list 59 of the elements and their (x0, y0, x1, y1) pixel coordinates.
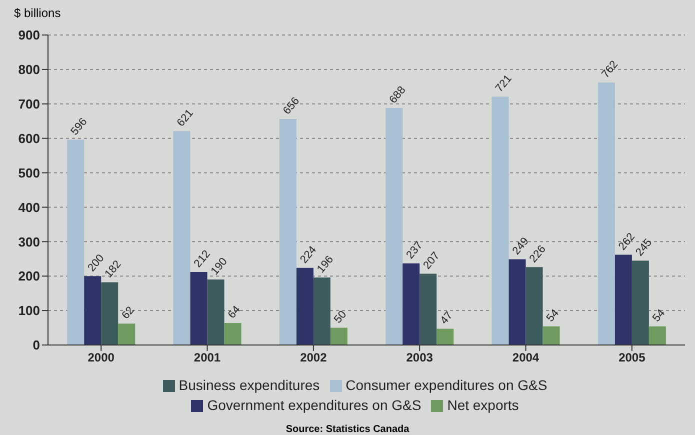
bar (508, 259, 526, 345)
bar (67, 140, 84, 345)
data-label: 621 (174, 107, 196, 130)
x-tick-label: 2005 (618, 350, 646, 365)
bar (279, 119, 296, 345)
x-tick-label: 2002 (300, 350, 328, 365)
data-label: 762 (600, 58, 621, 80)
bar (330, 328, 348, 345)
bar (84, 276, 102, 345)
y-tick-label: 300 (18, 234, 40, 250)
legend-label: Government expenditures on G&S (207, 397, 422, 413)
data-label: 245 (634, 236, 655, 259)
x-tick-label: 2004 (512, 350, 540, 365)
bar (101, 282, 118, 345)
bar (190, 272, 208, 345)
y-tick-label: 400 (18, 200, 40, 215)
data-label: 721 (493, 72, 514, 95)
bar (436, 328, 454, 345)
bar (526, 267, 543, 345)
x-tick-label: 2001 (194, 350, 221, 365)
x-tick-label: 2000 (88, 350, 115, 365)
y-axis-title: $ billions (14, 6, 61, 20)
bar (614, 254, 632, 345)
bar (648, 326, 666, 345)
legend-label: Consumer expenditures on G&S (346, 377, 548, 393)
bar (296, 268, 314, 345)
bar (632, 260, 649, 345)
legend-label: Net exports (447, 397, 519, 413)
y-tick-label: 200 (18, 268, 40, 284)
bar (598, 82, 615, 345)
source-note: Source: Statistics Canada (284, 424, 410, 435)
data-label: 656 (281, 95, 302, 117)
data-label: 688 (387, 84, 408, 106)
data-label: 47 (438, 310, 456, 327)
data-label: 54 (544, 307, 562, 324)
y-tick-label: 500 (18, 165, 40, 180)
bar (386, 108, 403, 345)
data-label: 54 (650, 307, 668, 324)
bar (224, 322, 242, 345)
y-tick-label: 0 (32, 338, 40, 353)
bar (542, 326, 560, 345)
y-tick-label: 700 (18, 96, 40, 112)
bar (402, 263, 420, 345)
y-tick-label: 900 (18, 28, 40, 43)
bar (420, 274, 437, 345)
data-label: 64 (226, 304, 243, 321)
bar (207, 280, 224, 345)
bar (492, 96, 509, 345)
data-label: 62 (120, 304, 137, 322)
legend-label: Business expenditures (178, 377, 320, 393)
data-label: 596 (68, 116, 90, 138)
y-tick-label: 100 (18, 303, 40, 318)
data-label: 50 (332, 308, 350, 326)
y-tick-label: 800 (18, 62, 40, 78)
bar (118, 324, 136, 345)
y-tick-label: 600 (18, 130, 40, 146)
bar (173, 131, 190, 345)
x-tick-label: 2003 (406, 350, 434, 365)
bar (313, 277, 330, 345)
